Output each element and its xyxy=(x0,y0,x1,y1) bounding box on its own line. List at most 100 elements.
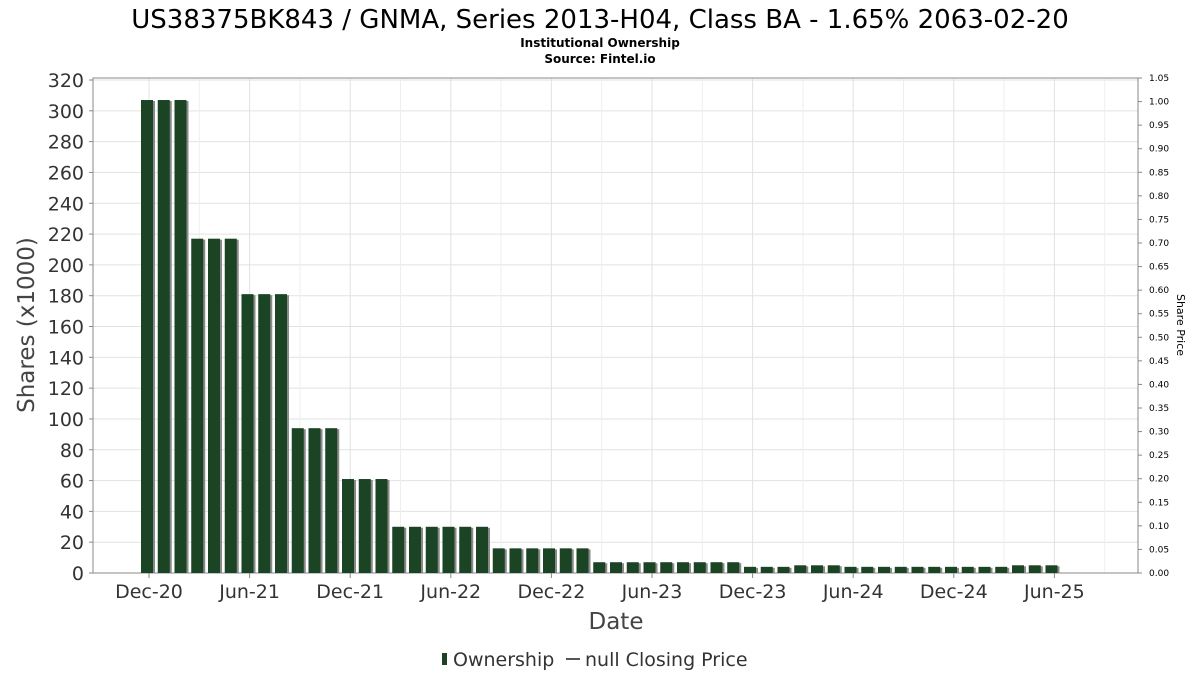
y-tick-label: 100 xyxy=(48,409,84,431)
x-tick-label: Jun-23 xyxy=(621,581,683,603)
y-tick-label: 140 xyxy=(48,347,84,369)
bar xyxy=(911,566,924,573)
y-tick-label: 200 xyxy=(48,255,84,277)
y-tick-label: 260 xyxy=(48,162,84,184)
y2-tick-label: 0.70 xyxy=(1149,239,1169,249)
y2-tick-label: 0.90 xyxy=(1149,145,1169,155)
bar xyxy=(492,548,505,573)
y2-tick-label: 0.85 xyxy=(1149,168,1169,178)
y-tick-label: 40 xyxy=(60,501,84,523)
bar xyxy=(710,562,723,573)
bar xyxy=(308,428,321,573)
y-tick-label: 300 xyxy=(48,101,84,123)
bar-series-ownership xyxy=(141,100,1060,573)
y2-tick-label: 0.00 xyxy=(1149,569,1169,579)
y-tick-label: 180 xyxy=(48,286,84,308)
y-tick-label: 240 xyxy=(48,193,84,215)
bar xyxy=(543,548,555,573)
bar xyxy=(291,428,304,573)
y2-tick-label: 0.45 xyxy=(1149,357,1169,367)
bar xyxy=(928,566,941,573)
bar xyxy=(375,479,388,573)
y-tick-label: 80 xyxy=(60,440,84,462)
bar xyxy=(191,238,204,573)
y2-tick-label: 0.05 xyxy=(1149,545,1169,555)
y2-tick-label: 0.25 xyxy=(1149,451,1169,461)
legend-ownership-label[interactable]: Ownership xyxy=(453,649,554,671)
y-tick-label: 20 xyxy=(60,532,84,554)
bar xyxy=(392,526,405,573)
bar xyxy=(945,566,957,573)
y2-tick-label: 0.35 xyxy=(1149,404,1169,414)
bar xyxy=(459,526,472,573)
y2-tick-label: 0.15 xyxy=(1149,498,1169,508)
bar xyxy=(275,294,287,573)
bar xyxy=(610,562,622,573)
y-tick-label: 320 xyxy=(48,70,84,92)
y2-tick-label: 0.75 xyxy=(1149,215,1169,225)
x-tick-label: Jun-24 xyxy=(822,581,884,603)
bar xyxy=(174,100,187,573)
y2-tick-label: 0.20 xyxy=(1149,475,1169,485)
bar xyxy=(1028,565,1041,573)
y-axis-ticks: 0 20 40 60 80 100 120 140 160 180 200 220 240 260 280 3… xyxy=(48,70,93,585)
bar xyxy=(827,565,840,573)
bar xyxy=(643,562,656,573)
x-tick-label: Dec-22 xyxy=(517,581,585,603)
bar xyxy=(1012,565,1024,573)
y-tick-label: 120 xyxy=(48,378,84,400)
legend: Ownership null Closing Price xyxy=(442,649,748,671)
bar xyxy=(744,566,756,573)
bar xyxy=(894,566,907,573)
bar xyxy=(157,100,170,573)
bar xyxy=(677,562,689,573)
bar xyxy=(727,562,740,573)
bar xyxy=(1045,565,1058,573)
bar xyxy=(442,526,455,573)
chart-title: US38375BK843 / GNMA, Series 2013-H04, Cl… xyxy=(131,5,1069,35)
bar xyxy=(777,566,790,573)
y-tick-label: 160 xyxy=(48,317,84,339)
bar xyxy=(811,565,823,573)
bar xyxy=(559,548,572,573)
bar xyxy=(241,294,254,573)
legend-ownership-swatch[interactable] xyxy=(442,653,447,665)
y2-tick-label: 1.00 xyxy=(1149,98,1169,108)
y2-tick-label: 0.80 xyxy=(1149,192,1169,202)
y2-tick-label: 1.05 xyxy=(1149,74,1169,84)
bar xyxy=(258,294,271,573)
legend-price-label[interactable]: null Closing Price xyxy=(585,649,748,671)
bar xyxy=(660,562,673,573)
bar xyxy=(476,526,488,573)
x-tick-label: Dec-23 xyxy=(719,581,787,603)
y2-tick-label: 0.65 xyxy=(1149,263,1169,273)
y-axis-label: Shares (x1000) xyxy=(14,237,40,413)
x-tick-label: Dec-21 xyxy=(316,581,384,603)
bar xyxy=(978,566,991,573)
x-axis-label: Date xyxy=(589,609,644,635)
y-tick-label: 0 xyxy=(72,563,84,585)
x-tick-label: Jun-25 xyxy=(1023,581,1085,603)
bar xyxy=(576,548,589,573)
bar xyxy=(325,428,338,573)
bar xyxy=(693,562,706,573)
bar xyxy=(526,548,539,573)
chart-source: Source: Fintel.io xyxy=(544,52,655,66)
bar xyxy=(794,565,807,573)
bar xyxy=(425,526,438,573)
bar xyxy=(760,566,773,573)
bar xyxy=(593,562,606,573)
bar xyxy=(626,562,639,573)
x-tick-label: Jun-21 xyxy=(218,581,280,603)
y2-tick-label: 0.40 xyxy=(1149,380,1169,390)
y2-axis-ticks: 0.00 0.05 0.10 0.15 0.20 0.25 0.30 0.35 0.40 0.45… xyxy=(1138,74,1169,579)
y2-axis-label: Share Price xyxy=(1174,294,1187,356)
bar xyxy=(861,566,874,573)
bar xyxy=(409,526,421,573)
x-tick-label: Dec-24 xyxy=(920,581,988,603)
y-tick-label: 220 xyxy=(48,224,84,246)
chart-subtitle: Institutional Ownership xyxy=(520,36,680,50)
y2-tick-label: 0.10 xyxy=(1149,522,1169,532)
bar xyxy=(995,566,1008,573)
